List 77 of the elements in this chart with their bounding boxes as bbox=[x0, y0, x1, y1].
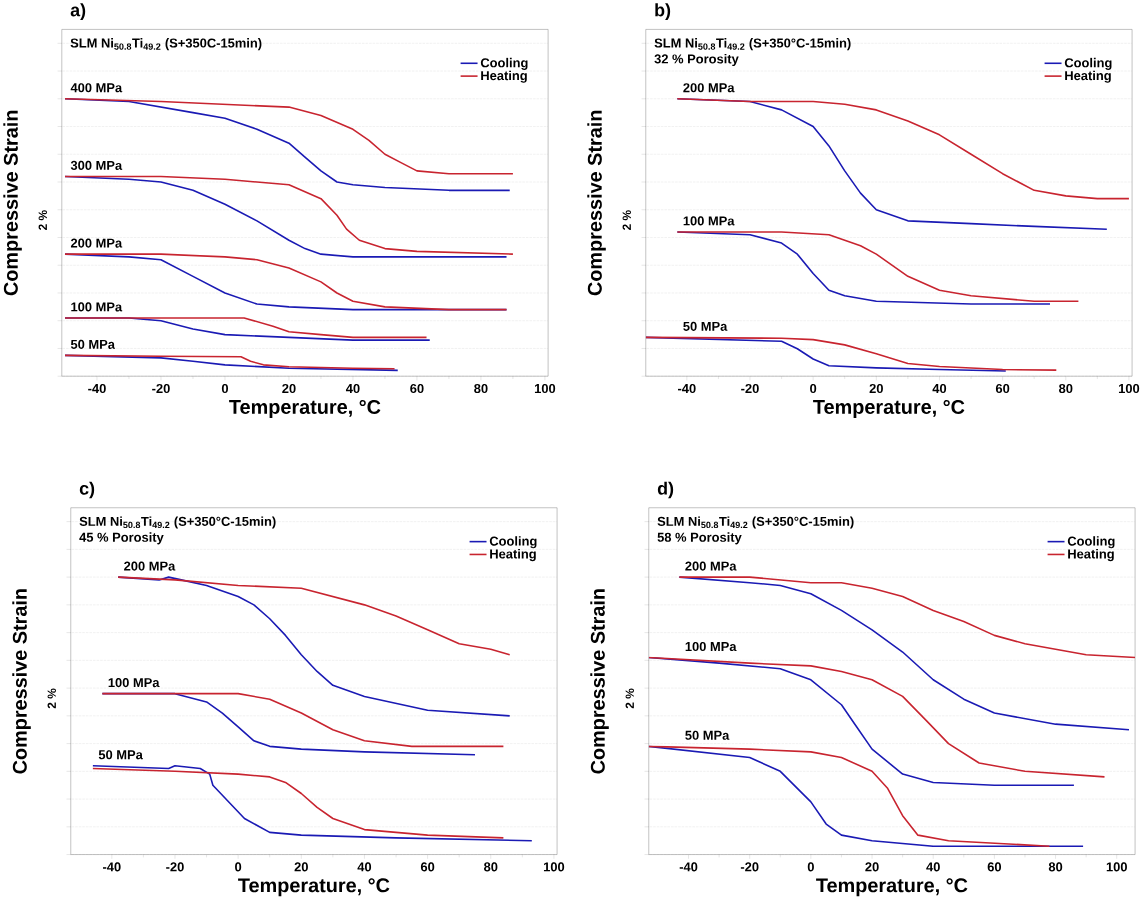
x-tick-label: 60 bbox=[410, 383, 424, 393]
y-axis-title: Compressive Strain bbox=[12, 589, 31, 774]
x-axis-title: Temperature, °C bbox=[816, 878, 968, 897]
legend-label: Heating bbox=[481, 70, 527, 83]
x-tick-label: 80 bbox=[1059, 383, 1073, 393]
x-tick-label: 20 bbox=[294, 862, 308, 872]
legend-label: Cooling bbox=[1064, 57, 1112, 70]
x-tick-label: 80 bbox=[1048, 862, 1063, 872]
x-tick-label: 100 bbox=[1106, 862, 1127, 872]
annotation: 50 MPa bbox=[683, 321, 728, 331]
text: 45 % Porosity bbox=[79, 532, 164, 545]
annotation: 200 MPa bbox=[70, 238, 123, 248]
legend-label: Heating bbox=[1068, 548, 1114, 561]
chart-title: d) bbox=[657, 481, 674, 499]
x-tick-label: 80 bbox=[483, 862, 498, 872]
x-tick-label: 100 bbox=[534, 383, 556, 393]
legend-label: Heating bbox=[1065, 70, 1111, 83]
x-tick-label: 0 bbox=[221, 383, 229, 393]
chart-title: a) bbox=[70, 3, 86, 20]
legend-label: Heating bbox=[490, 548, 536, 561]
annotation: 200 MPa bbox=[124, 561, 176, 571]
annotation: 50 MPa bbox=[685, 730, 730, 740]
x-tick-label: 40 bbox=[932, 383, 947, 393]
x-tick-label: -20 bbox=[740, 862, 759, 872]
text: 2 % bbox=[38, 210, 47, 230]
x-tick-label: 40 bbox=[345, 383, 360, 393]
y-axis-title: Compressive Strain bbox=[590, 589, 609, 774]
legend-label: Cooling bbox=[1067, 536, 1115, 549]
x-tick-label: 0 bbox=[807, 862, 814, 872]
text: 58 % Porosity bbox=[657, 532, 742, 545]
x-tick-label: -40 bbox=[102, 862, 121, 872]
x-tick-label: 100 bbox=[1118, 383, 1140, 393]
x-tick-label: 60 bbox=[995, 383, 1010, 393]
legend-label: Cooling bbox=[480, 57, 528, 70]
x-tick-label: -40 bbox=[88, 383, 106, 393]
y-axis-title: Compressive Strain bbox=[587, 110, 606, 296]
x-tick-label: 20 bbox=[865, 862, 879, 872]
chart-title: b) bbox=[655, 3, 671, 20]
annotation: 100 MPa bbox=[683, 216, 735, 226]
text: 2 % bbox=[622, 210, 631, 230]
annotation: 100 MPa bbox=[685, 641, 737, 651]
x-tick-label: 40 bbox=[357, 862, 372, 872]
x-tick-label: -20 bbox=[741, 383, 759, 393]
x-tick-label: 80 bbox=[474, 383, 488, 393]
annotation: 200 MPa bbox=[685, 561, 737, 571]
x-tick-label: -20 bbox=[166, 862, 184, 872]
x-tick-label: 100 bbox=[543, 862, 565, 872]
text: 2 % bbox=[625, 688, 634, 709]
annotation: 200 MPa bbox=[683, 82, 735, 93]
annotation: 50 MPa bbox=[70, 339, 116, 349]
x-tick-label: -40 bbox=[679, 862, 698, 872]
text: SLM Ni$_{50.8}$Ti$_{49.2}$ (S+350C-15min) bbox=[70, 37, 262, 50]
annotation: 400 MPa bbox=[70, 82, 123, 93]
text: 32 % Porosity bbox=[654, 53, 739, 66]
x-tick-label: 0 bbox=[235, 862, 242, 872]
x-tick-label: 40 bbox=[926, 862, 940, 872]
text: SLM Ni$_{50.8}$Ti$_{49.2}$ (S+350°C-15min) bbox=[79, 516, 276, 529]
x-axis-title: Temperature, °C bbox=[238, 878, 390, 897]
chart-title: c) bbox=[79, 481, 95, 499]
y-axis-title: Compressive Strain bbox=[3, 110, 22, 296]
x-tick-label: 60 bbox=[987, 862, 1002, 872]
x-tick-label: -20 bbox=[152, 383, 170, 393]
text: SLM Ni$_{50.8}$Ti$_{49.2}$ (S+350°C-15min) bbox=[654, 37, 851, 50]
annotation: 100 MPa bbox=[71, 302, 123, 312]
annotation: 50 MPa bbox=[98, 749, 143, 760]
x-tick-label: 0 bbox=[810, 383, 817, 393]
annotation: 100 MPa bbox=[108, 677, 160, 687]
x-tick-label: 20 bbox=[282, 383, 296, 393]
annotation: 300 MPa bbox=[70, 160, 123, 170]
x-tick-label: 20 bbox=[869, 383, 883, 393]
x-axis-title: Temperature, °C bbox=[813, 399, 965, 418]
legend-label: Cooling bbox=[489, 536, 537, 549]
text: 2 % bbox=[47, 688, 56, 709]
x-tick-label: 60 bbox=[420, 862, 435, 872]
text: SLM Ni$_{50.8}$Ti$_{49.2}$ (S+350°C-15min) bbox=[657, 516, 854, 529]
x-axis-title: Temperature, °C bbox=[229, 399, 381, 418]
x-tick-label: -40 bbox=[678, 383, 696, 393]
